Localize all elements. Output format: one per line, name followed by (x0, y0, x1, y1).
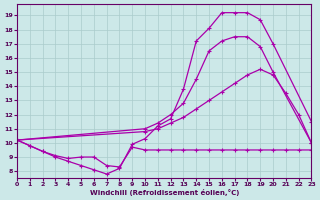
X-axis label: Windchill (Refroidissement éolien,°C): Windchill (Refroidissement éolien,°C) (90, 189, 239, 196)
